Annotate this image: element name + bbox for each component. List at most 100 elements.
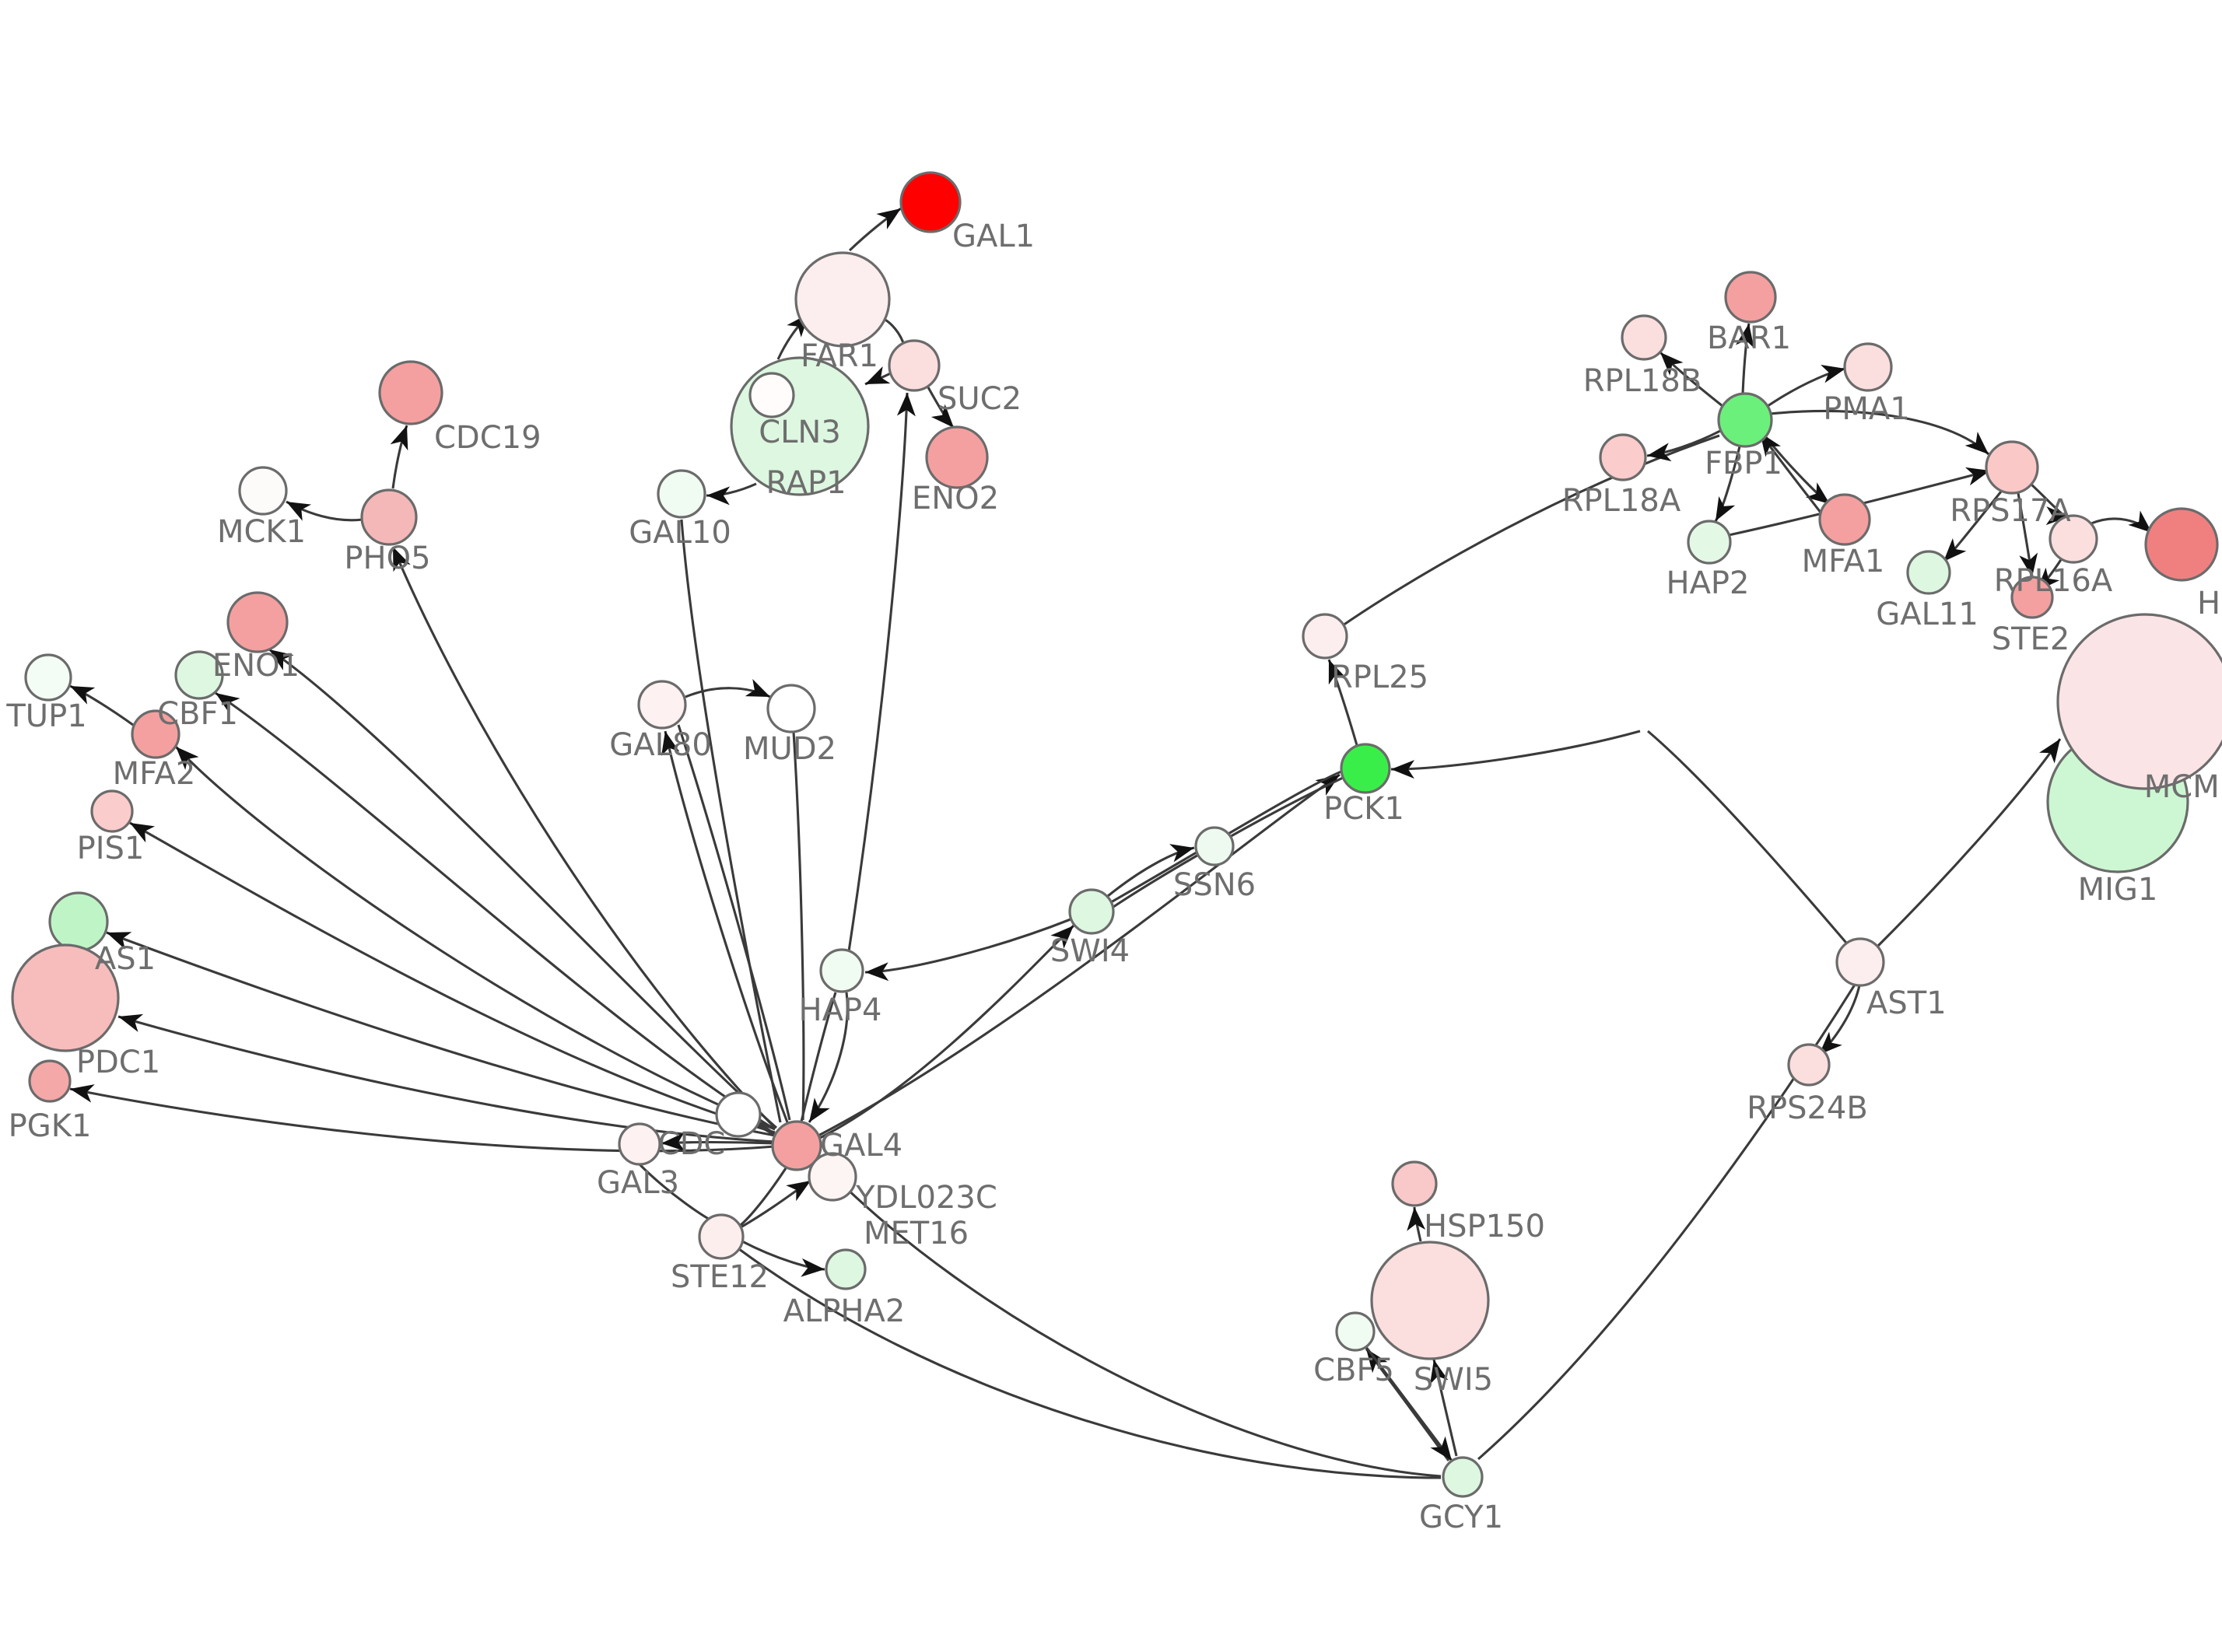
graph-node[interactable] (1068, 888, 1115, 935)
node-circle[interactable] (771, 1120, 822, 1171)
node-circle[interactable] (90, 789, 134, 833)
node-circle[interactable] (238, 466, 288, 516)
graph-node[interactable] (925, 425, 989, 489)
graph-node[interactable] (1370, 1241, 1490, 1360)
node-circle[interactable] (1302, 613, 1348, 660)
node-circle[interactable] (174, 650, 224, 700)
node-circle[interactable] (2049, 514, 2098, 564)
node-label: FBP1 (1705, 446, 1782, 481)
graph-node[interactable] (226, 591, 289, 653)
graph-node[interactable] (1599, 433, 1647, 481)
graph-node[interactable] (360, 488, 418, 546)
node-circle[interactable] (2056, 613, 2222, 790)
graph-node[interactable] (825, 1248, 867, 1290)
graph-node[interactable] (1717, 392, 1773, 448)
node-circle[interactable] (1787, 1043, 1831, 1087)
node-circle[interactable] (2010, 576, 2054, 619)
node-circle[interactable] (1687, 520, 1732, 565)
node-circle[interactable] (819, 948, 864, 993)
node-circle[interactable] (11, 943, 120, 1052)
graph-node[interactable] (1906, 550, 1951, 595)
graph-node[interactable] (1442, 1456, 1484, 1498)
graph-node[interactable] (1621, 314, 1667, 361)
node-circle[interactable] (1906, 550, 1951, 595)
node-circle[interactable] (1621, 314, 1667, 361)
node-circle[interactable] (794, 251, 891, 348)
node-circle[interactable] (1835, 937, 1885, 987)
graph-node[interactable] (131, 709, 180, 759)
graph-node[interactable] (1843, 342, 1893, 392)
node-circle[interactable] (899, 171, 962, 233)
graph-node[interactable] (1391, 1160, 1438, 1207)
node-circle[interactable] (378, 360, 443, 425)
graph-node[interactable] (657, 469, 706, 519)
graph-node[interactable] (1818, 493, 1871, 546)
node-circle[interactable] (131, 709, 180, 759)
graph-node[interactable] (618, 1122, 661, 1166)
graph-node[interactable] (771, 1120, 822, 1171)
node-circle[interactable] (1194, 826, 1235, 866)
graph-node[interactable] (1787, 1043, 1831, 1087)
node-circle[interactable] (888, 339, 941, 392)
node-circle[interactable] (698, 1213, 745, 1260)
graph-node[interactable] (378, 360, 443, 425)
node-circle[interactable] (1818, 493, 1871, 546)
node-circle[interactable] (1985, 440, 2039, 495)
node-circle[interactable] (1335, 1311, 1376, 1352)
graph-node[interactable] (2049, 514, 2098, 564)
graph-node[interactable] (637, 680, 687, 730)
graph-node[interactable] (1194, 826, 1235, 866)
node-circle[interactable] (766, 684, 816, 733)
graph-node[interactable] (748, 372, 795, 418)
node-circle[interactable] (1599, 433, 1647, 481)
graph-node[interactable] (766, 684, 816, 733)
graph-node[interactable] (1835, 937, 1885, 987)
node-circle[interactable] (618, 1122, 661, 1166)
graph-node[interactable] (1985, 440, 2039, 495)
node-circle[interactable] (24, 653, 72, 702)
node-circle[interactable] (1391, 1160, 1438, 1207)
graph-node[interactable] (2010, 576, 2054, 619)
node-circle[interactable] (1724, 271, 1777, 324)
node-circle[interactable] (226, 591, 289, 653)
graph-node[interactable] (238, 466, 288, 516)
graph-node[interactable] (1340, 743, 1391, 794)
node-circle[interactable] (2144, 507, 2219, 582)
graph-node[interactable] (1302, 613, 1348, 660)
graph-node[interactable] (24, 653, 72, 702)
node-circle[interactable] (1442, 1456, 1484, 1498)
node-circle[interactable] (637, 680, 687, 730)
graph-node[interactable] (1687, 520, 1732, 565)
graph-node[interactable] (2056, 613, 2222, 790)
graph-node[interactable] (899, 171, 962, 233)
graph-node[interactable] (794, 251, 891, 348)
node-circle[interactable] (925, 425, 989, 489)
node-circle[interactable] (715, 1091, 762, 1138)
graph-node[interactable] (888, 339, 941, 392)
graph-node[interactable] (808, 1152, 857, 1202)
graph-node[interactable] (2144, 507, 2219, 582)
node-circle[interactable] (28, 1059, 72, 1103)
graph-node[interactable] (698, 1213, 745, 1260)
node-circle[interactable] (825, 1248, 867, 1290)
edge (737, 1167, 787, 1229)
node-circle[interactable] (1068, 888, 1115, 935)
graph-node[interactable] (11, 943, 120, 1052)
graph-node[interactable] (1335, 1311, 1376, 1352)
node-circle[interactable] (748, 372, 795, 418)
node-circle[interactable] (360, 488, 418, 546)
node-circle[interactable] (1370, 1241, 1490, 1360)
edge (800, 992, 837, 1122)
graph-node[interactable] (90, 789, 134, 833)
graph-node[interactable] (28, 1059, 72, 1103)
node-circle[interactable] (808, 1152, 857, 1202)
graph-node[interactable] (715, 1091, 762, 1138)
node-circle[interactable] (1717, 392, 1773, 448)
graph-node[interactable] (819, 948, 864, 993)
node-circle[interactable] (1340, 743, 1391, 794)
node-circle[interactable] (657, 469, 706, 519)
graph-node[interactable] (174, 650, 224, 700)
graph-node[interactable] (1724, 271, 1777, 324)
node-circle[interactable] (1843, 342, 1893, 392)
